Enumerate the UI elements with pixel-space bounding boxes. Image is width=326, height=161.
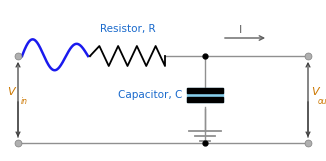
Bar [187, 87, 223, 101]
Text: I: I [238, 25, 242, 35]
Text: V: V [311, 86, 319, 96]
Text: out: out [318, 98, 326, 106]
Text: Resistor, R: Resistor, R [100, 24, 155, 34]
Text: in: in [21, 98, 28, 106]
Bar [187, 87, 223, 93]
Text: Capacitor, C: Capacitor, C [118, 90, 182, 99]
Text: V: V [7, 86, 15, 96]
Bar [187, 96, 223, 101]
